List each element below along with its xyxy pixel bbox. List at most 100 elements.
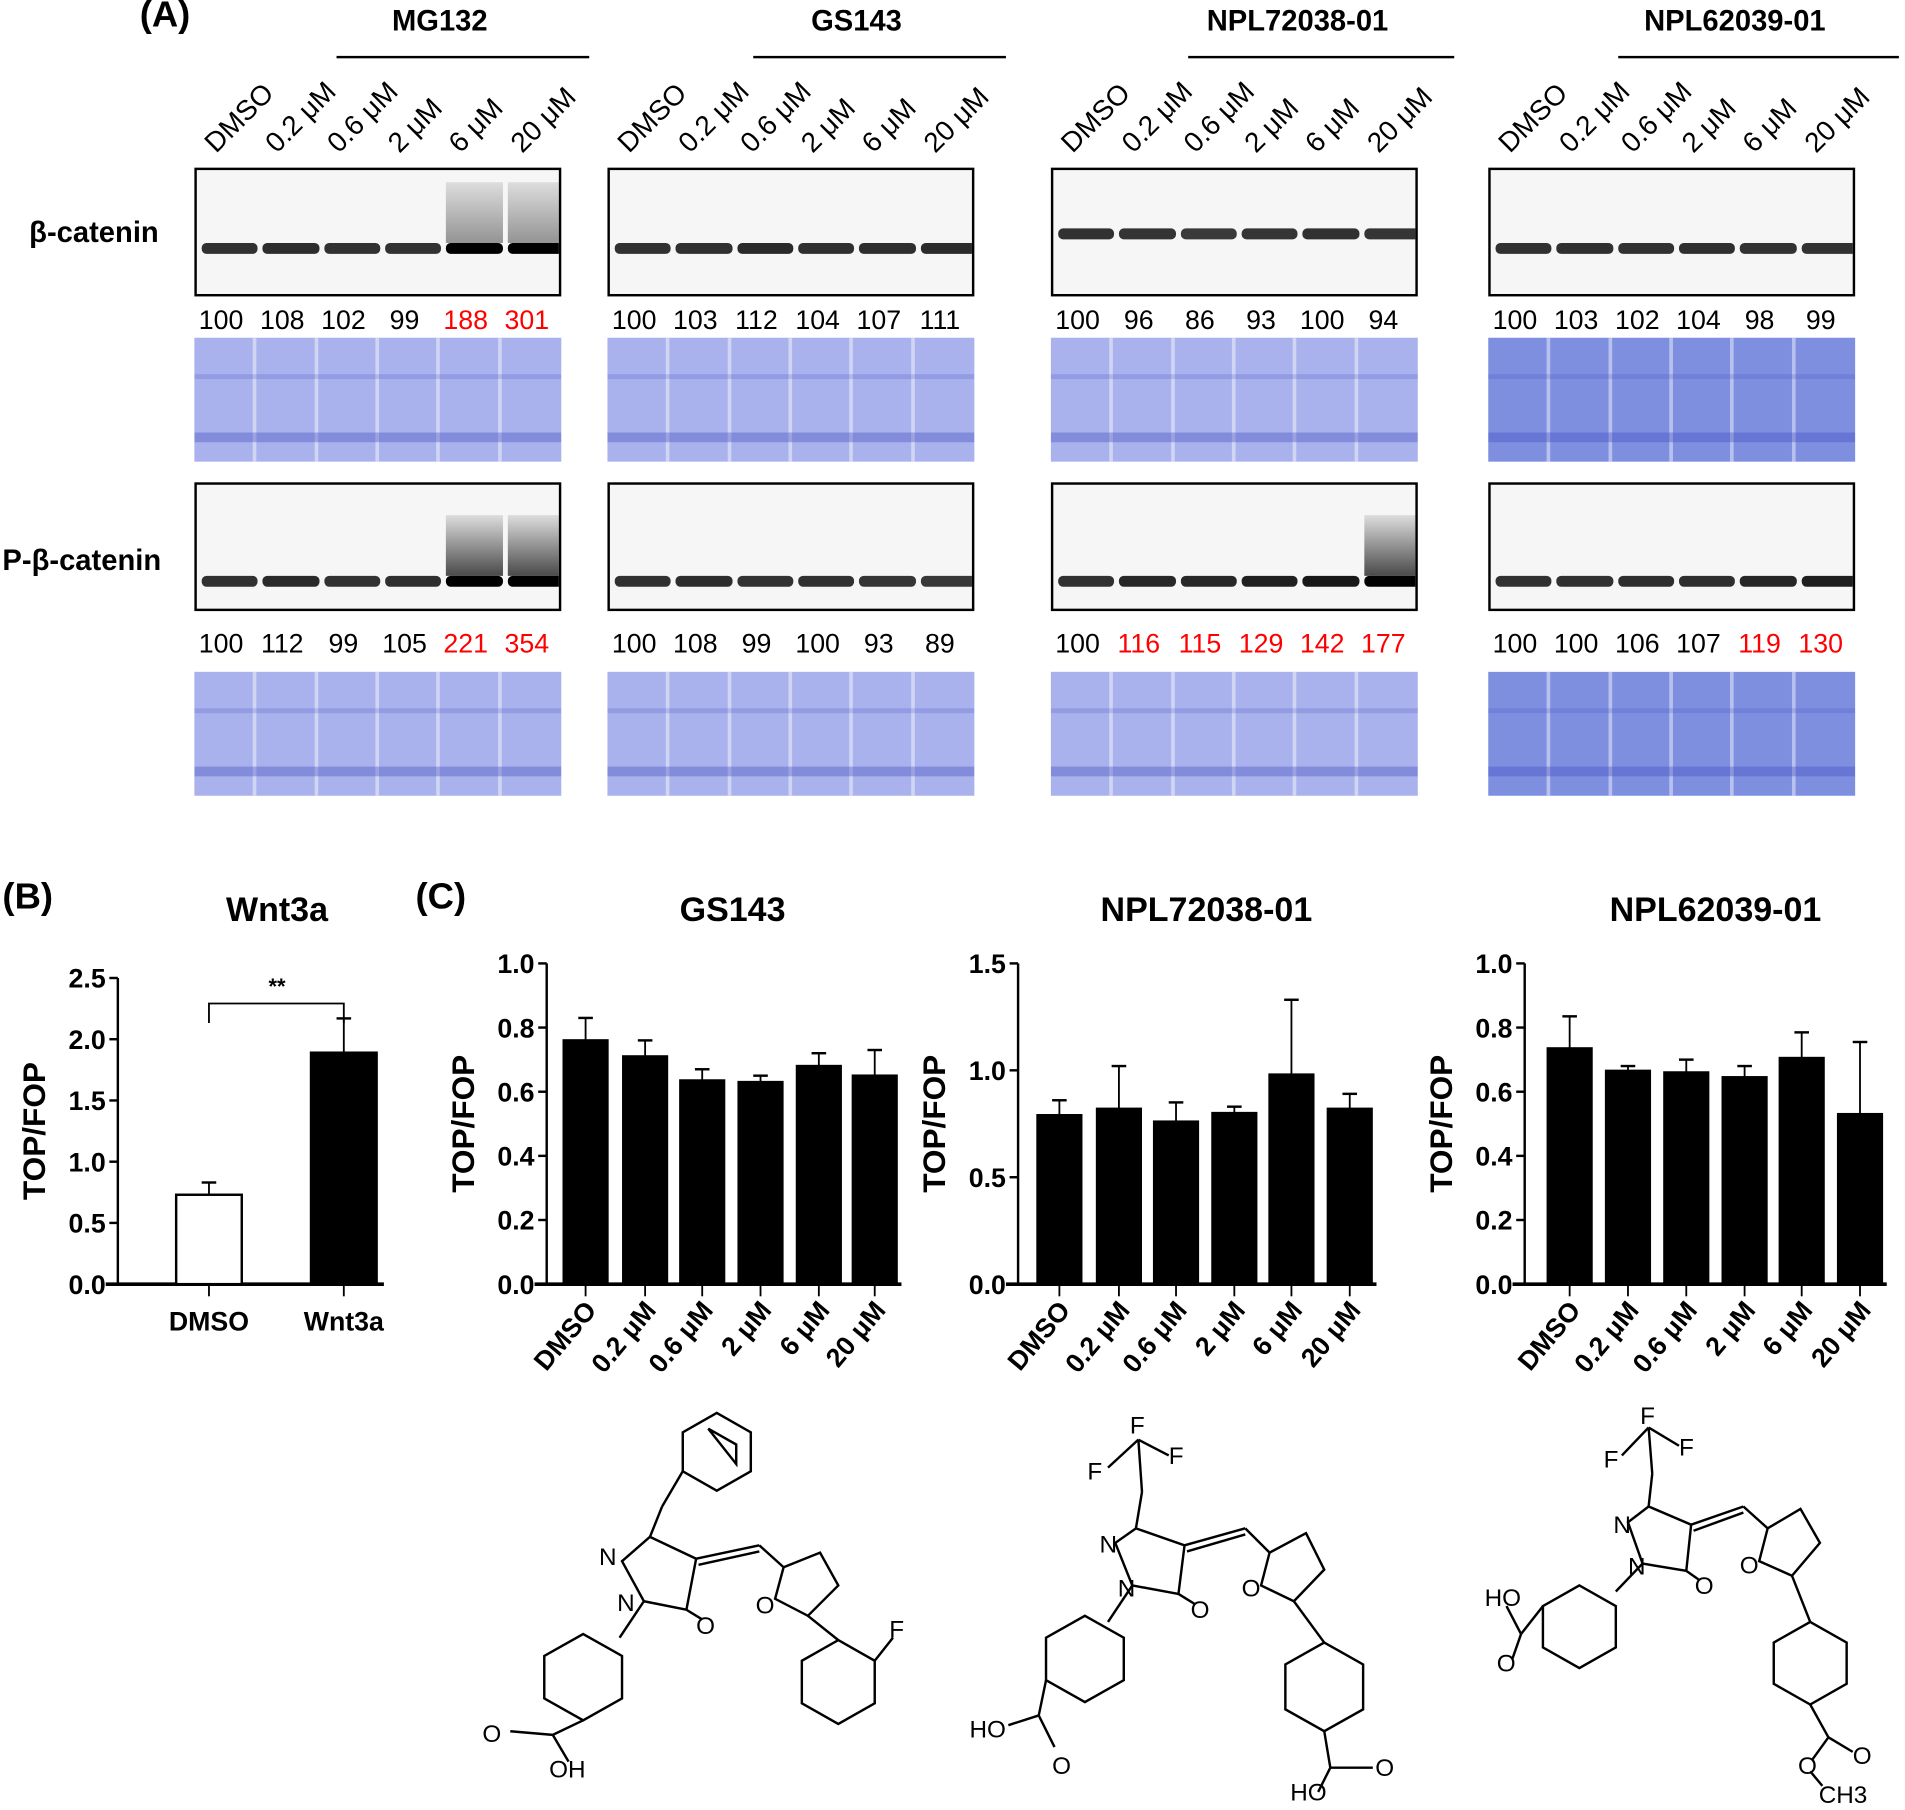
coomassie-stain [607,337,975,462]
atom-label: O [482,1721,501,1748]
coomassie-stain [607,671,975,796]
y-tick-label: 2.5 [69,964,106,994]
quant-value: 112 [735,304,778,336]
quant-value: 177 [1361,628,1406,659]
quant-value: 115 [1178,628,1222,659]
quant-value: 105 [382,628,427,659]
group-title: NPL62039-01 [1644,4,1826,38]
quant-value: 107 [1676,628,1721,659]
group-title: MG132 [391,4,488,38]
beta-blot [607,167,975,297]
band [920,242,972,254]
beta-blot [194,167,562,297]
quant-value: 100 [611,628,657,659]
quant-value: 103 [1553,304,1599,336]
bar [1326,1107,1373,1286]
significance-label: ** [268,974,286,999]
y-tick-label: 0.6 [1475,1077,1512,1107]
band [262,242,320,254]
band [1495,575,1552,587]
atom-label: F [1087,1459,1102,1486]
y-tick-label: 0.0 [969,1270,1006,1300]
smear [446,182,503,243]
band [1058,228,1115,240]
coomassie-stain [194,337,562,462]
band [1302,228,1360,240]
atom-label: HO [969,1716,1005,1743]
band [446,242,503,254]
y-tick-label: 0.2 [497,1206,534,1236]
y-tick-label: 0.6 [497,1077,534,1107]
bar [1721,1076,1768,1286]
band [1678,242,1736,254]
bar [1778,1056,1825,1286]
chart-title: GS143 [680,891,786,929]
quant-value: 130 [1798,628,1844,659]
pbeta-blot [1050,482,1418,612]
bar [622,1055,669,1286]
quant-value: 100 [1553,628,1599,659]
atom-label: N [1613,1512,1631,1539]
quant-value: 99 [1805,304,1836,336]
quant-value: 100 [198,628,244,659]
atom-label: O [1798,1753,1817,1780]
band [323,242,381,254]
y-tick-label: 1.0 [69,1147,106,1177]
atom-label: HO [1485,1585,1521,1612]
quant-value: 98 [1744,304,1775,336]
band [1241,575,1298,587]
quant-value: 102 [321,304,366,336]
quant-value: 99 [389,304,420,336]
x-tick-label: Wnt3a [304,1306,385,1336]
group-title: NPL72038-01 [1206,4,1389,38]
y-tick-label: 0.8 [1475,1013,1512,1043]
quant-value: 103 [673,304,718,336]
atom-label: O [696,1613,715,1640]
atom-label: F [1169,1443,1184,1470]
y-tick-label: 1.0 [497,949,534,979]
quant-value: 100 [198,304,244,336]
band [201,575,258,587]
atom-label: N [599,1544,617,1571]
band [798,242,855,254]
atom-label: O [1375,1755,1394,1782]
quant-value: 100 [1492,304,1538,336]
atom-label: N [617,1590,635,1617]
band [385,242,442,254]
quant-value: 99 [741,628,772,659]
y-tick-label: 0.5 [969,1163,1006,1193]
treatment-line [753,55,1006,59]
band [1740,575,1797,587]
quant-value: 100 [1492,628,1538,659]
band [507,575,559,587]
quant-value: 96 [1123,304,1154,336]
bar [309,1051,378,1286]
band [446,575,503,587]
structure-gs143 [510,1411,894,1763]
bar [1211,1111,1258,1286]
beta-blot [1050,167,1418,297]
smear [446,515,503,576]
y-tick-label: 1.0 [969,1056,1006,1086]
quant-value: 104 [795,304,840,336]
quant-value: 100 [611,304,657,336]
treatment-line [336,55,590,59]
band [859,575,916,587]
y-tick-label: 1.0 [1475,949,1512,979]
band [1617,575,1675,587]
atom-label: F [889,1617,904,1644]
pbeta-blot [607,482,975,612]
band [1556,242,1613,254]
pbeta-blot [194,482,562,612]
bar [795,1064,842,1286]
quant-value: 94 [1368,304,1399,336]
y-tick-label: 0.0 [69,1270,106,1300]
bar [1268,1073,1315,1286]
quant-value: 100 [795,628,840,659]
quant-value: 221 [443,628,489,659]
y-tick-label: 0.0 [1475,1270,1512,1300]
quant-value: 104 [1676,304,1721,336]
y-axis-label: TOP/FOP [916,1055,952,1193]
row-label-p-beta-catenin: P-β-catenin [2,544,162,578]
